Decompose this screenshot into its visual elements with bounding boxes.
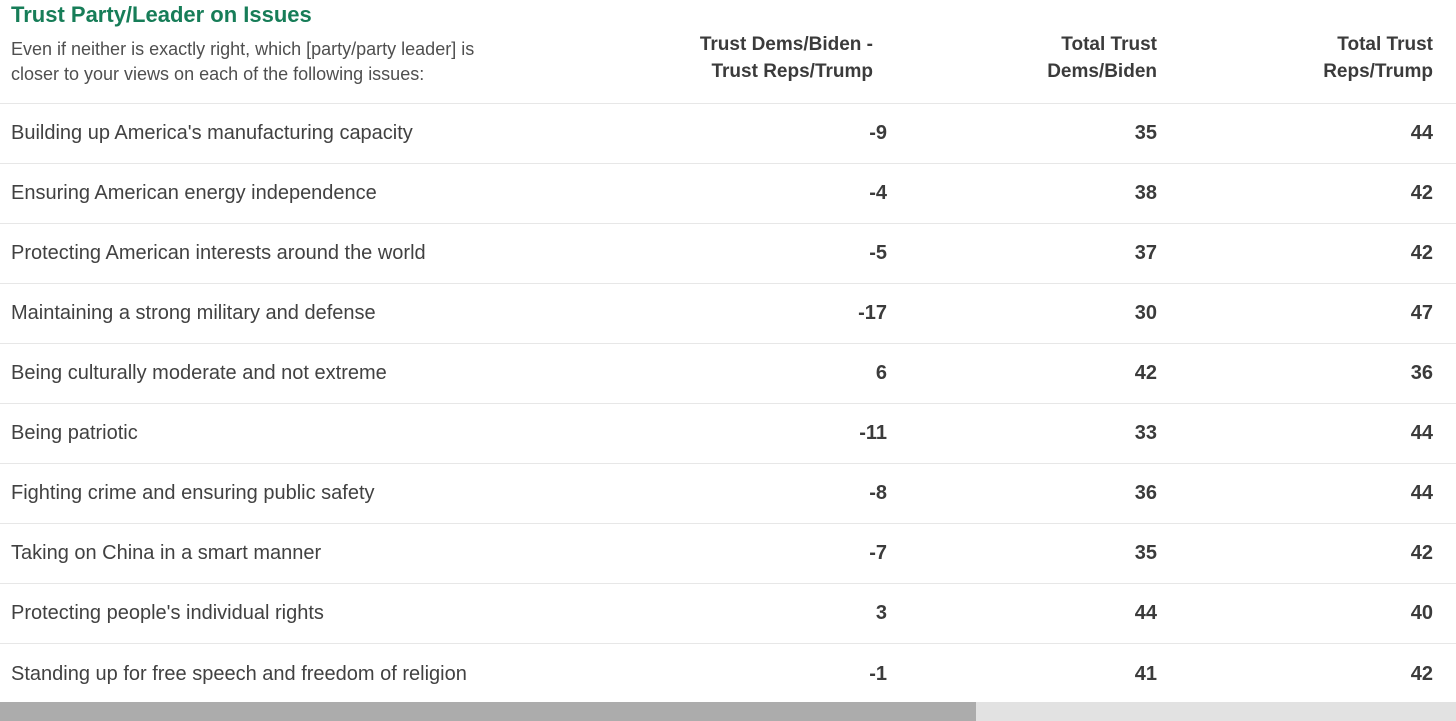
total-trust-dems-cell: 35 <box>1134 122 1157 144</box>
subtitle-line-2: closer to your views on each of the foll… <box>11 64 425 84</box>
table-row: Being patriotic -11 33 44 <box>0 404 1456 464</box>
table-row: Protecting people's individual rights 3 … <box>0 584 1456 644</box>
trust-diff-cell: 3 <box>875 602 887 624</box>
column-header-trust-diff: Trust Dems/Biden - Trust Reps/Trump <box>660 0 910 103</box>
trust-diff-cell: -17 <box>858 302 887 324</box>
table-subtitle: Even if neither is exactly right, which … <box>11 37 650 87</box>
column-header-line: Reps/Trump <box>1323 61 1433 82</box>
trust-diff-cell: -4 <box>869 182 887 204</box>
total-trust-reps-cell: 47 <box>1410 302 1433 324</box>
total-trust-reps-cell: 42 <box>1410 542 1433 564</box>
trust-diff-cell: -8 <box>869 482 887 504</box>
issue-cell: Fighting crime and ensuring public safet… <box>11 482 375 504</box>
column-header-line: Trust Dems/Biden - <box>699 34 873 55</box>
total-trust-dems-cell: 44 <box>1134 602 1157 624</box>
table-header: Trust Party/Leader on Issues Even if nei… <box>0 0 1456 104</box>
total-trust-reps-cell: 44 <box>1410 482 1433 504</box>
table-row: Building up America's manufacturing capa… <box>0 104 1456 164</box>
total-trust-dems-cell: 42 <box>1134 362 1157 384</box>
table-row: Ensuring American energy independence -4… <box>0 164 1456 224</box>
table-row: Protecting American interests around the… <box>0 224 1456 284</box>
issue-cell: Protecting people's individual rights <box>11 602 324 624</box>
total-trust-reps-cell: 36 <box>1410 362 1433 384</box>
table-row: Taking on China in a smart manner -7 35 … <box>0 524 1456 584</box>
total-trust-dems-cell: 37 <box>1134 242 1157 264</box>
table-row: Standing up for free speech and freedom … <box>0 644 1456 704</box>
issue-cell: Standing up for free speech and freedom … <box>11 662 467 685</box>
trust-diff-cell: -11 <box>859 422 887 444</box>
total-trust-dems-cell: 36 <box>1134 482 1157 504</box>
column-header-line: Total Trust <box>1337 34 1433 55</box>
trust-diff-cell: -1 <box>869 662 887 685</box>
trust-diff-cell: -5 <box>869 242 887 264</box>
title-block: Trust Party/Leader on Issues Even if nei… <box>0 0 660 103</box>
column-header-total-trust-reps: Total Trust Reps/Trump <box>1180 0 1456 103</box>
issue-cell: Protecting American interests around the… <box>11 242 426 264</box>
table-row: Fighting crime and ensuring public safet… <box>0 464 1456 524</box>
issue-cell: Taking on China in a smart manner <box>11 542 322 564</box>
total-trust-dems-cell: 41 <box>1134 662 1157 685</box>
total-trust-reps-cell: 42 <box>1410 182 1433 204</box>
total-trust-dems-cell: 38 <box>1134 182 1157 204</box>
trust-diff-cell: -7 <box>869 542 887 564</box>
total-trust-reps-cell: 42 <box>1410 242 1433 264</box>
column-header-total-trust-dems: Total Trust Dems/Biden <box>910 0 1180 103</box>
column-header-line: Total Trust <box>1061 34 1157 55</box>
total-trust-dems-cell: 35 <box>1134 542 1157 564</box>
column-header-line: Trust Reps/Trump <box>711 61 873 82</box>
table-body: Building up America's manufacturing capa… <box>0 104 1456 704</box>
trust-diff-cell: 6 <box>875 362 887 384</box>
page-title: Trust Party/Leader on Issues <box>11 2 312 27</box>
total-trust-reps-cell: 44 <box>1410 422 1433 444</box>
issue-cell: Ensuring American energy independence <box>11 182 377 204</box>
subtitle-line-1: Even if neither is exactly right, which … <box>11 39 475 59</box>
horizontal-scrollbar-thumb[interactable] <box>0 702 976 721</box>
issue-cell: Being patriotic <box>11 422 138 444</box>
total-trust-reps-cell: 44 <box>1410 122 1433 144</box>
total-trust-reps-cell: 40 <box>1410 602 1433 624</box>
total-trust-reps-cell: 42 <box>1410 662 1433 685</box>
total-trust-dems-cell: 30 <box>1134 302 1157 324</box>
table-row: Being culturally moderate and not extrem… <box>0 344 1456 404</box>
issue-cell: Being culturally moderate and not extrem… <box>11 362 387 384</box>
total-trust-dems-cell: 33 <box>1134 422 1157 444</box>
trust-diff-cell: -9 <box>869 122 887 144</box>
issue-cell: Building up America's manufacturing capa… <box>11 122 413 144</box>
table-row: Maintaining a strong military and defens… <box>0 284 1456 344</box>
issue-cell: Maintaining a strong military and defens… <box>11 302 376 324</box>
column-header-line: Dems/Biden <box>1047 61 1157 82</box>
horizontal-scrollbar[interactable] <box>0 702 1456 721</box>
